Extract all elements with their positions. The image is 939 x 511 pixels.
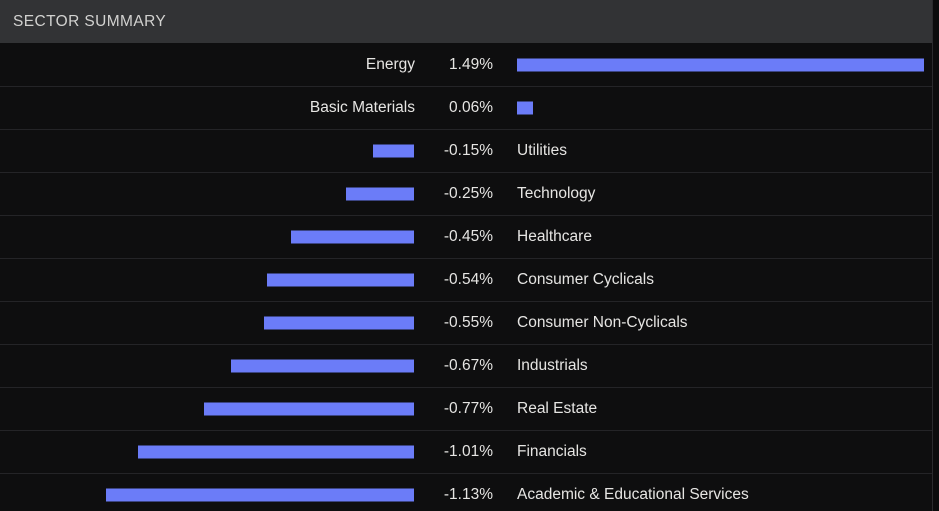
sector-change-value: 0.06% — [449, 99, 493, 116]
sector-label: Energy — [365, 55, 415, 73]
sector-change-value: 1.49% — [449, 55, 493, 73]
sector-change-value: -0.77% — [443, 400, 493, 417]
sector-change-bar — [346, 187, 414, 201]
sector-change-value: -0.45% — [443, 228, 493, 245]
sector-row[interactable]: Basic Materials 0.06% — [0, 86, 932, 129]
sector-change-bar — [373, 144, 414, 158]
sector-label: Academic & Educational Services — [517, 486, 749, 503]
sector-label: Financials — [517, 443, 587, 460]
sector-change-bar — [267, 273, 414, 287]
sector-change-bar — [204, 402, 414, 416]
sector-change-value: -1.01% — [443, 443, 493, 460]
sector-change-bar — [517, 101, 533, 115]
panel-title: SECTOR SUMMARY — [13, 12, 167, 30]
sector-row[interactable]: -0.54% Consumer Cyclicals — [0, 258, 932, 301]
sector-label: Consumer Cyclicals — [517, 271, 654, 288]
sector-change-bar — [106, 488, 414, 502]
sector-change-bar — [264, 316, 414, 330]
sector-label: Technology — [517, 185, 596, 202]
sector-label: Basic Materials — [309, 99, 415, 116]
sector-row[interactable]: -0.67% Industrials — [0, 344, 932, 387]
sector-change-value: -0.25% — [443, 185, 493, 202]
sector-change-bar — [231, 359, 414, 373]
sector-label: Real Estate — [517, 400, 598, 417]
panel-right-border — [932, 0, 939, 511]
sector-change-value: -1.13% — [443, 486, 493, 503]
sector-row[interactable]: -1.01% Financials — [0, 430, 932, 473]
sector-change-bar — [517, 58, 924, 71]
sector-change-value: -0.55% — [443, 314, 493, 331]
sector-change-bar — [291, 230, 414, 244]
sector-rows-list: Energy 1.49% Basic Materials 0.06% -0.15… — [0, 43, 932, 511]
sector-row[interactable]: -0.25% Technology — [0, 172, 932, 215]
sector-label — [517, 87, 932, 129]
panel-header: SECTOR SUMMARY — [0, 0, 932, 43]
sector-label: Industrials — [517, 357, 588, 374]
sector-row[interactable]: -0.15% Utilities — [0, 129, 932, 172]
sector-row[interactable]: -0.45% Healthcare — [0, 215, 932, 258]
sector-label: Consumer Non-Cyclicals — [517, 314, 688, 331]
sector-change-value: -0.67% — [443, 357, 493, 374]
sector-row[interactable]: -0.55% Consumer Non-Cyclicals — [0, 301, 932, 344]
sector-change-bar — [138, 445, 414, 459]
sector-change-value: -0.54% — [443, 271, 493, 288]
sector-label: Healthcare — [517, 228, 592, 245]
sector-label: Utilities — [517, 142, 567, 159]
sector-row[interactable]: -0.77% Real Estate — [0, 387, 932, 430]
sector-row[interactable]: -1.13% Academic & Educational Services — [0, 473, 932, 511]
sector-label — [517, 43, 932, 86]
sector-row[interactable]: Energy 1.49% — [0, 43, 932, 86]
sector-change-value: -0.15% — [443, 142, 493, 159]
